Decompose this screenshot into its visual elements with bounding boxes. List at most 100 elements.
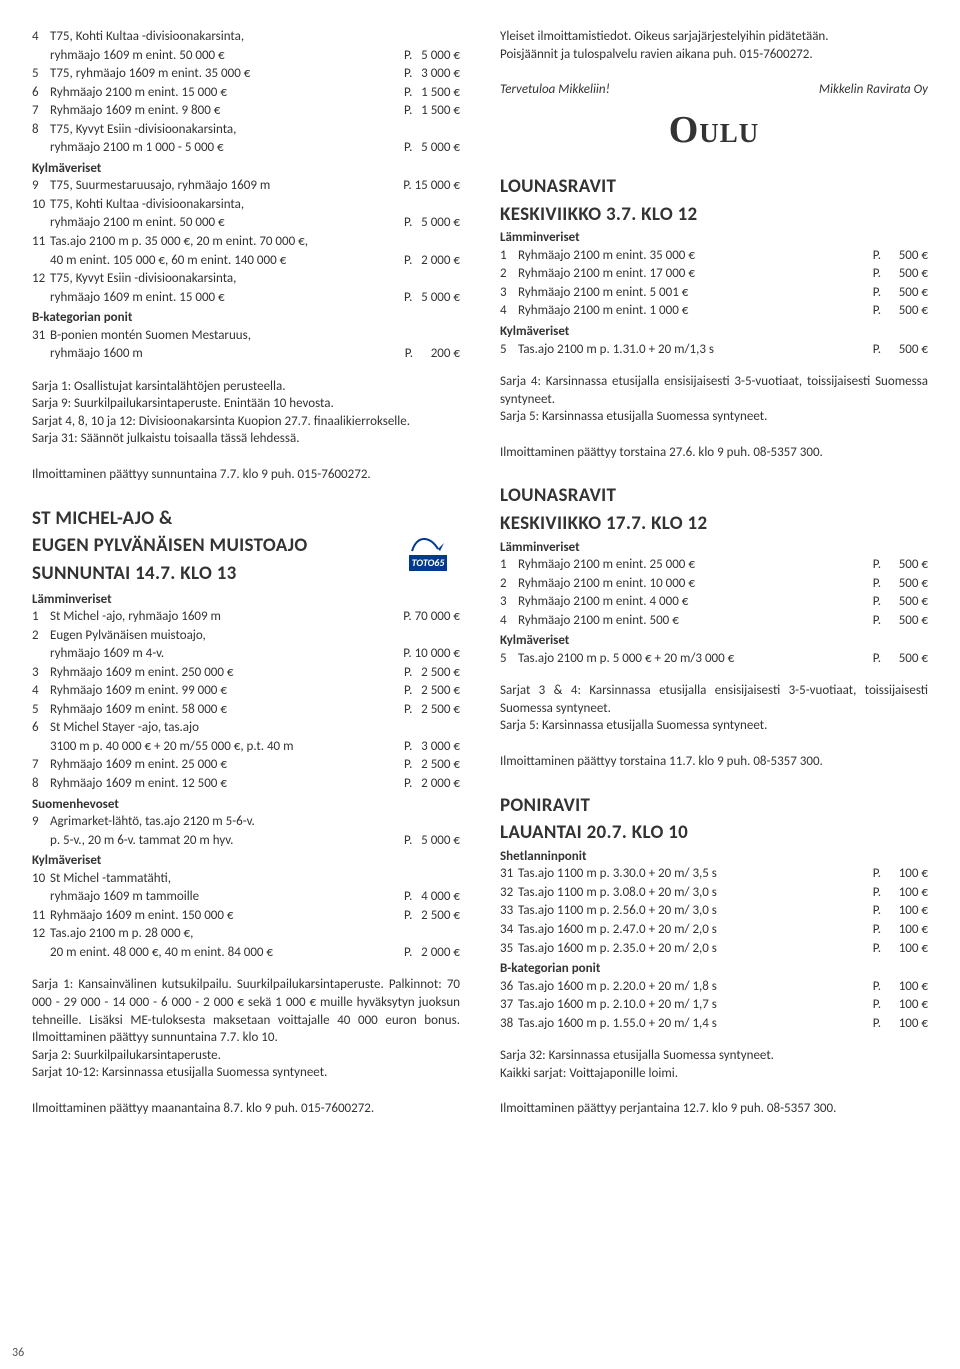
welcome-row: Tervetuloa Mikkeliin! Mikkelin Ravirata … [500,81,928,99]
race-prize: P. 5 000 € [382,289,460,307]
race-row: 6Ryhmäajo 2100 m enint. 15 000 €P. 1 500… [32,84,460,103]
race-list-kv: 9T75, Suurmestaruusajo, ryhmäajo 1609 mP… [32,177,460,307]
race-prize: P. 2 500 € [382,907,460,925]
race-prize: P. 100 € [850,1015,928,1033]
race-prize: P. 4 000 € [382,888,460,906]
race-number: 9 [32,177,50,195]
race-row: ryhmäajo 1609 m enint. 15 000 €P. 5 000 … [32,289,460,308]
paragraph-line: Sarja 4: Karsinnassa etusijalla ensisija… [500,373,928,408]
race-description: Tas.ajo 2100 m p. 28 000 €, [50,925,382,943]
race-description: 3100 m p. 40 000 € + 20 m/55 000 €, p.t.… [50,738,382,756]
notes-para-2: Sarja 1: Kansainvälinen kutsukilpailu. S… [32,976,460,1081]
race-description: 40 m enint. 105 000 €, 60 m enint. 140 0… [50,252,382,270]
race-description: Ryhmäajo 1609 m enint. 99 000 € [50,682,382,700]
race-row: 5Ryhmäajo 1609 m enint. 58 000 €P. 2 500… [32,701,460,720]
registration-deadline-1: Ilmoittaminen päättyy sunnuntaina 7.7. k… [32,466,460,484]
race-prize: P. 100 € [850,884,928,902]
paragraph-line: Sarja 9: Suurkilpailukarsintaperuste. En… [32,395,460,413]
race-number: 12 [32,925,50,943]
event-title-lounas1b: KESKIVIIKKO 3.7. KLO 12 [500,202,928,228]
race-prize: P. 10 000 € [382,645,460,663]
race-description: Tas.ajo 1600 m p. 2.10.0 + 20 m/ 1,7 s [518,996,850,1014]
page-number: 36 [12,1345,24,1361]
race-prize: P. 5 000 € [382,214,460,232]
race-list-r-lv1: 1Ryhmäajo 2100 m enint. 35 000 €P. 500 €… [500,247,928,321]
race-number: 3 [500,593,518,611]
paragraph-line: Sarja 2: Suurkilpailukarsintaperuste. [32,1047,460,1065]
race-number: 4 [32,28,50,46]
race-row: 5Tas.ajo 2100 m p. 5 000 € + 20 m/3 000 … [500,650,928,669]
race-prize: P. 1 500 € [382,84,460,102]
race-prize: P. 500 € [850,284,928,302]
race-description: Agrimarket-lähtö, tas.ajo 2120 m 5-6-v. [50,813,382,831]
race-description: Tas.ajo 1600 m p. 2.20.0 + 20 m/ 1,8 s [518,978,850,996]
subhead-suomenhevoset-2: Suomenhevoset [32,796,460,814]
race-number: 5 [32,65,50,83]
paragraph-line: Sarjat 4, 8, 10 ja 12: Divisioonakarsint… [32,413,460,431]
race-description: ryhmäajo 2100 m 1 000 - 5 000 € [50,139,382,157]
race-prize: P. 1 500 € [382,102,460,120]
race-list-lv2: 1St Michel -ajo, ryhmäajo 1609 mP. 70 00… [32,608,460,793]
race-row: 10St Michel -tammatähti, [32,870,460,889]
race-prize: P. 500 € [850,556,928,574]
race-row: 20 m enint. 48 000 €, 40 m enint. 84 000… [32,944,460,963]
subhead-kylmaveriset: Kylmäveriset [32,160,460,178]
race-row: 1Ryhmäajo 2100 m enint. 35 000 €P. 500 € [500,247,928,266]
registration-deadline-r2: Ilmoittaminen päättyy torstaina 11.7. kl… [500,753,928,771]
race-prize: P. 2 500 € [382,701,460,719]
subhead-lv-r2: Lämminveriset [500,539,928,557]
race-list-r-bk: 36Tas.ajo 1600 m p. 2.20.0 + 20 m/ 1,8 s… [500,978,928,1034]
race-row: 7Ryhmäajo 1609 m enint. 25 000 €P. 2 500… [32,756,460,775]
race-number: 35 [500,940,518,958]
race-description: Ryhmäajo 2100 m enint. 1 000 € [518,302,850,320]
race-list-r-lv2: 1Ryhmäajo 2100 m enint. 25 000 €P. 500 €… [500,556,928,630]
race-number: 4 [32,682,50,700]
subhead-lamminveriset-2: Lämminveriset [32,591,460,609]
race-prize: P. 100 € [850,940,928,958]
race-number: 7 [32,102,50,120]
race-row: 7Ryhmäajo 1609 m enint. 9 800 €P. 1 500 … [32,102,460,121]
race-description: B-ponien montén Suomen Mestaruus, [50,327,382,345]
race-description: Ryhmäajo 2100 m enint. 500 € [518,612,850,630]
race-number: 8 [32,121,50,139]
race-description: 20 m enint. 48 000 €, 40 m enint. 84 000… [50,944,382,962]
race-list-r-kv1: 5Tas.ajo 2100 m p. 1.31.0 + 20 m/1,3 sP.… [500,341,928,360]
toto65-logo: TOTO65 [396,533,460,577]
paragraph-line: Sarja 31: Säännöt julkaistu toisaalla tä… [32,430,460,448]
race-prize: P. 2 000 € [382,252,460,270]
race-prize: P. 5 000 € [382,832,460,850]
race-row: 38Tas.ajo 1600 m p. 1.55.0 + 20 m/ 1,4 s… [500,1015,928,1034]
race-description: Ryhmäajo 2100 m enint. 25 000 € [518,556,850,574]
race-prize: P. 500 € [850,650,928,668]
race-row: ryhmäajo 2100 m enint. 50 000 €P. 5 000 … [32,214,460,233]
race-number: 32 [500,884,518,902]
race-row: 4Ryhmäajo 1609 m enint. 99 000 €P. 2 500… [32,682,460,701]
paragraph-line: Poisjäännit ja tulospalvelu ravien aikan… [500,46,928,64]
race-row: 3Ryhmäajo 1609 m enint. 250 000 €P. 2 50… [32,664,460,683]
race-description: Ryhmäajo 2100 m enint. 4 000 € [518,593,850,611]
race-row: 3Ryhmäajo 2100 m enint. 4 000 €P. 500 € [500,593,928,612]
race-row: 4Ryhmäajo 2100 m enint. 1 000 €P. 500 € [500,302,928,321]
event-title-stmichel-a: ST MICHEL-AJO & [32,506,460,532]
race-number: 31 [32,327,50,345]
race-number: 5 [500,650,518,668]
paragraph-line: Sarja 1: Osallistujat karsintalähtöjen p… [32,378,460,396]
race-row: 11Tas.ajo 2100 m p. 35 000 €, 20 m enint… [32,233,460,252]
race-description: T75, Kohti Kultaa -divisioonakarsinta, [50,28,382,46]
left-column: 4T75, Kohti Kultaa -divisioonakarsinta,r… [32,28,460,1118]
race-prize: P. 500 € [850,302,928,320]
race-row: 9T75, Suurmestaruusajo, ryhmäajo 1609 mP… [32,177,460,196]
registration-deadline-r3: Ilmoittaminen päättyy perjantaina 12.7. … [500,1100,928,1118]
race-row: 37Tas.ajo 1600 m p. 2.10.0 + 20 m/ 1,7 s… [500,996,928,1015]
race-description: Ryhmäajo 2100 m enint. 10 000 € [518,575,850,593]
subhead-shetland: Shetlanninponit [500,848,928,866]
race-number: 8 [32,775,50,793]
subhead-lv-r1: Lämminveriset [500,229,928,247]
subhead-kv-r1: Kylmäveriset [500,323,928,341]
race-number: 2 [32,627,50,645]
race-row: 33Tas.ajo 1100 m p. 2.56.0 + 20 m/ 3,0 s… [500,902,928,921]
race-prize: P. 500 € [850,341,928,359]
race-description: St Michel Stayer -ajo, tas.ajo [50,719,382,737]
race-prize: P. 500 € [850,575,928,593]
race-number: 3 [32,664,50,682]
